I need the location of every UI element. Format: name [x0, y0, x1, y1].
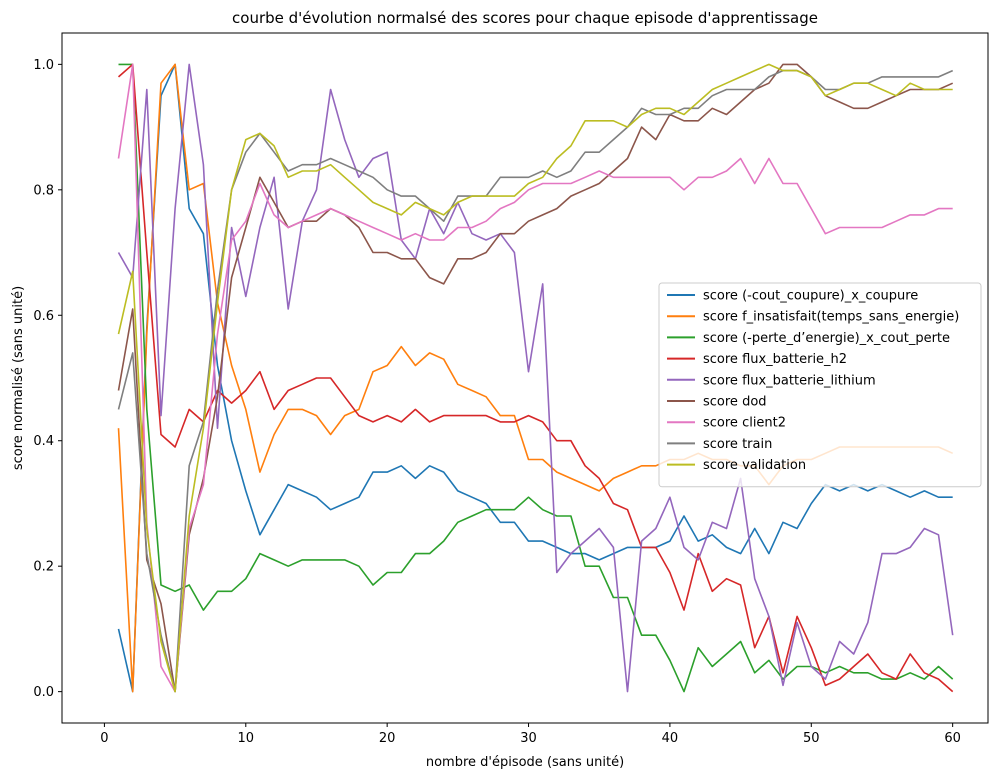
legend-label: score flux_batterie_h2 [703, 352, 847, 367]
legend-box [658, 282, 982, 488]
y-tick-label: 0.0 [33, 685, 54, 700]
y-axis-ticks: 0.0 0.2 0.4 0.6 0.8 1.0 [33, 58, 62, 700]
x-tick-label: 50 [803, 731, 820, 746]
x-axis-label: nombre d'épisode (sans unité) [426, 755, 624, 770]
x-tick-label: 10 [238, 731, 255, 746]
x-tick-label: 30 [520, 731, 537, 746]
y-tick-label: 0.4 [33, 434, 54, 449]
series-layer [117, 63, 954, 693]
series-line-8 [117, 63, 953, 693]
x-tick-label: 20 [379, 731, 396, 746]
y-tick-label: 1.0 [33, 58, 54, 73]
x-tick-label: 0 [100, 731, 108, 746]
legend-label: score train [703, 437, 772, 452]
y-tick-label: 0.2 [33, 560, 54, 575]
legend-label: score f_insatisfait(temps_sans_energie) [703, 310, 959, 325]
series-line-0 [117, 63, 953, 693]
y-tick-label: 0.8 [33, 183, 54, 198]
series-line-3 [117, 63, 954, 693]
legend-label: score dod [703, 395, 767, 410]
y-axis-label: score normalisé (sans unité) [11, 286, 26, 470]
plot-frame [61, 32, 989, 724]
legend-label: score client2 [703, 416, 786, 431]
legend-label: score (-perte_d’energie)_x_cout_perte [703, 331, 950, 346]
series-line-4 [117, 63, 954, 693]
legend-label: score flux_batterie_lithium [703, 373, 876, 388]
series-line-6 [117, 63, 953, 693]
legend-label: score (-cout_coupure)_x_coupure [703, 289, 918, 304]
x-tick-label: 60 [944, 731, 961, 746]
legend-label: score validation [703, 458, 806, 473]
y-tick-label: 0.6 [33, 309, 54, 324]
x-axis-ticks: 0 10 20 30 40 50 60 [100, 723, 961, 746]
chart-title: courbe d'évolution normalsé des scores p… [232, 9, 818, 27]
x-tick-label: 40 [662, 731, 679, 746]
